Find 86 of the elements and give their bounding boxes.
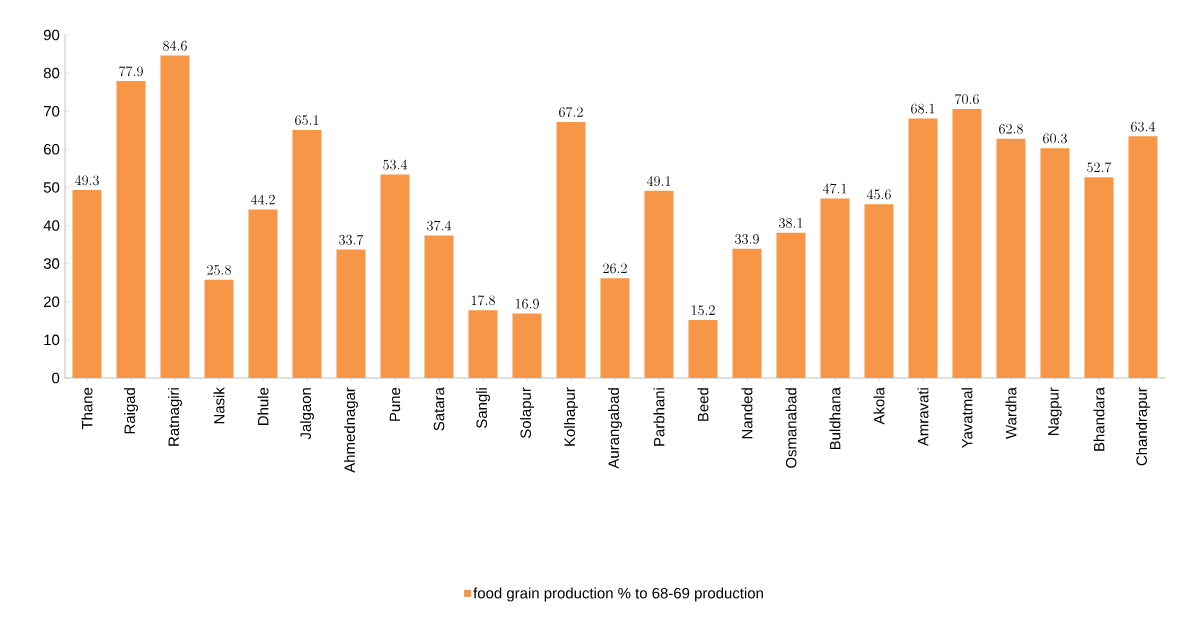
x-tick-label: Thane [81, 387, 93, 430]
x-tick-label: Ratnagiri [168, 388, 182, 446]
data-label: 37.4 [427, 220, 452, 231]
bar [688, 320, 718, 378]
data-label: 25.8 [207, 264, 231, 275]
bar [336, 249, 366, 378]
bar [732, 248, 762, 378]
legend-label: food grain production % to 68-69 production [473, 587, 763, 602]
data-label: 68. 1 [911, 103, 935, 114]
bar [996, 138, 1026, 378]
bar [952, 108, 982, 378]
data-label: 60.3 [1043, 133, 1067, 144]
y-tick-label: 70 [43, 105, 60, 117]
x-tick-label: Nasik [213, 387, 225, 424]
data-label: 62.8 [999, 123, 1023, 134]
x-tick-label: Beed [697, 388, 709, 421]
data-label: 52.7 [1087, 162, 1112, 173]
x-tick-label: Yavatmal [961, 388, 973, 449]
bar [468, 310, 498, 378]
bar [1040, 148, 1070, 378]
x-tick-label: Akola [873, 387, 885, 425]
data-label: 49.3 [74, 175, 99, 186]
x-tick-label: Osmanabad [785, 388, 797, 468]
data-label: 16.9 [515, 298, 539, 309]
bar [160, 55, 190, 378]
data-label: 65. 1 [295, 115, 319, 125]
data-label: 53.4 [383, 159, 408, 170]
x-tick-label: Wardha [1005, 387, 1017, 439]
data-label: 45.6 [866, 189, 891, 200]
bar [864, 204, 894, 378]
x-tick-label: Amravati [917, 388, 929, 447]
data-label: 77.9 [119, 66, 143, 77]
x-tick-label: Satara [433, 387, 445, 431]
bar [72, 190, 102, 378]
y-tick-label: 50 [43, 182, 60, 193]
data-label: 47. 1 [822, 183, 847, 194]
x-tick-label: Bhandara [1093, 387, 1105, 451]
bar [292, 129, 322, 378]
data-label: 26.2 [603, 263, 627, 274]
data-label: 33.9 [735, 234, 759, 244]
y-tick-label: 80 [43, 67, 60, 79]
bar [424, 235, 454, 378]
x-tick-label: Dhule [257, 387, 269, 425]
bar [248, 209, 278, 378]
data-label: 84.6 [163, 40, 187, 51]
x-tick-label: Nagpur [1048, 387, 1062, 435]
data-label: 17.8 [471, 295, 495, 306]
data-label: 33.7 [339, 234, 364, 245]
x-tick-label: Ahmednagar [344, 387, 358, 473]
bar [116, 81, 146, 378]
y-tick-label: 0 [52, 372, 60, 384]
x-tick-label: Pune [389, 387, 401, 421]
bar [820, 198, 850, 378]
bar [1128, 136, 1158, 378]
x-tick-label: Solapur [520, 387, 534, 438]
bar [908, 118, 938, 378]
x-tick-label: Sangli [476, 388, 490, 429]
bar [512, 313, 542, 378]
y-tick-label: 30 [43, 258, 60, 269]
data-label: 63.4 [1131, 121, 1156, 132]
bar [380, 174, 410, 378]
x-tick-label: Aurangabad [608, 388, 622, 469]
x-tick-label: Kolhapur [564, 387, 578, 446]
data-label: 67.2 [559, 107, 583, 117]
y-tick-label: 40 [43, 220, 60, 231]
bar [204, 279, 234, 378]
x-tick-label: Nanded [741, 388, 753, 439]
bar [776, 232, 806, 378]
y-tick-label: 10 [44, 334, 60, 346]
x-tick-label: Buldhana [829, 387, 841, 450]
data-label: 70.6 [955, 94, 979, 105]
data-label: 15.2 [691, 305, 715, 316]
bar [600, 278, 630, 378]
bar [1084, 177, 1114, 378]
y-tick-label: 90 [43, 29, 60, 41]
data-label: 49. 1 [646, 175, 671, 186]
y-tick-label: 20 [43, 296, 60, 308]
x-tick-label: Raigad [124, 388, 138, 434]
data-label: 38. 1 [779, 218, 803, 228]
x-tick-label: Parbhani [653, 388, 665, 446]
y-tick-label: 60 [43, 144, 60, 155]
data-label: 44.2 [250, 194, 275, 205]
bar [644, 190, 674, 378]
x-tick-label: Jalgaon [300, 388, 314, 440]
bar [556, 121, 586, 378]
x-tick-label: Chandrapur [1136, 387, 1150, 466]
